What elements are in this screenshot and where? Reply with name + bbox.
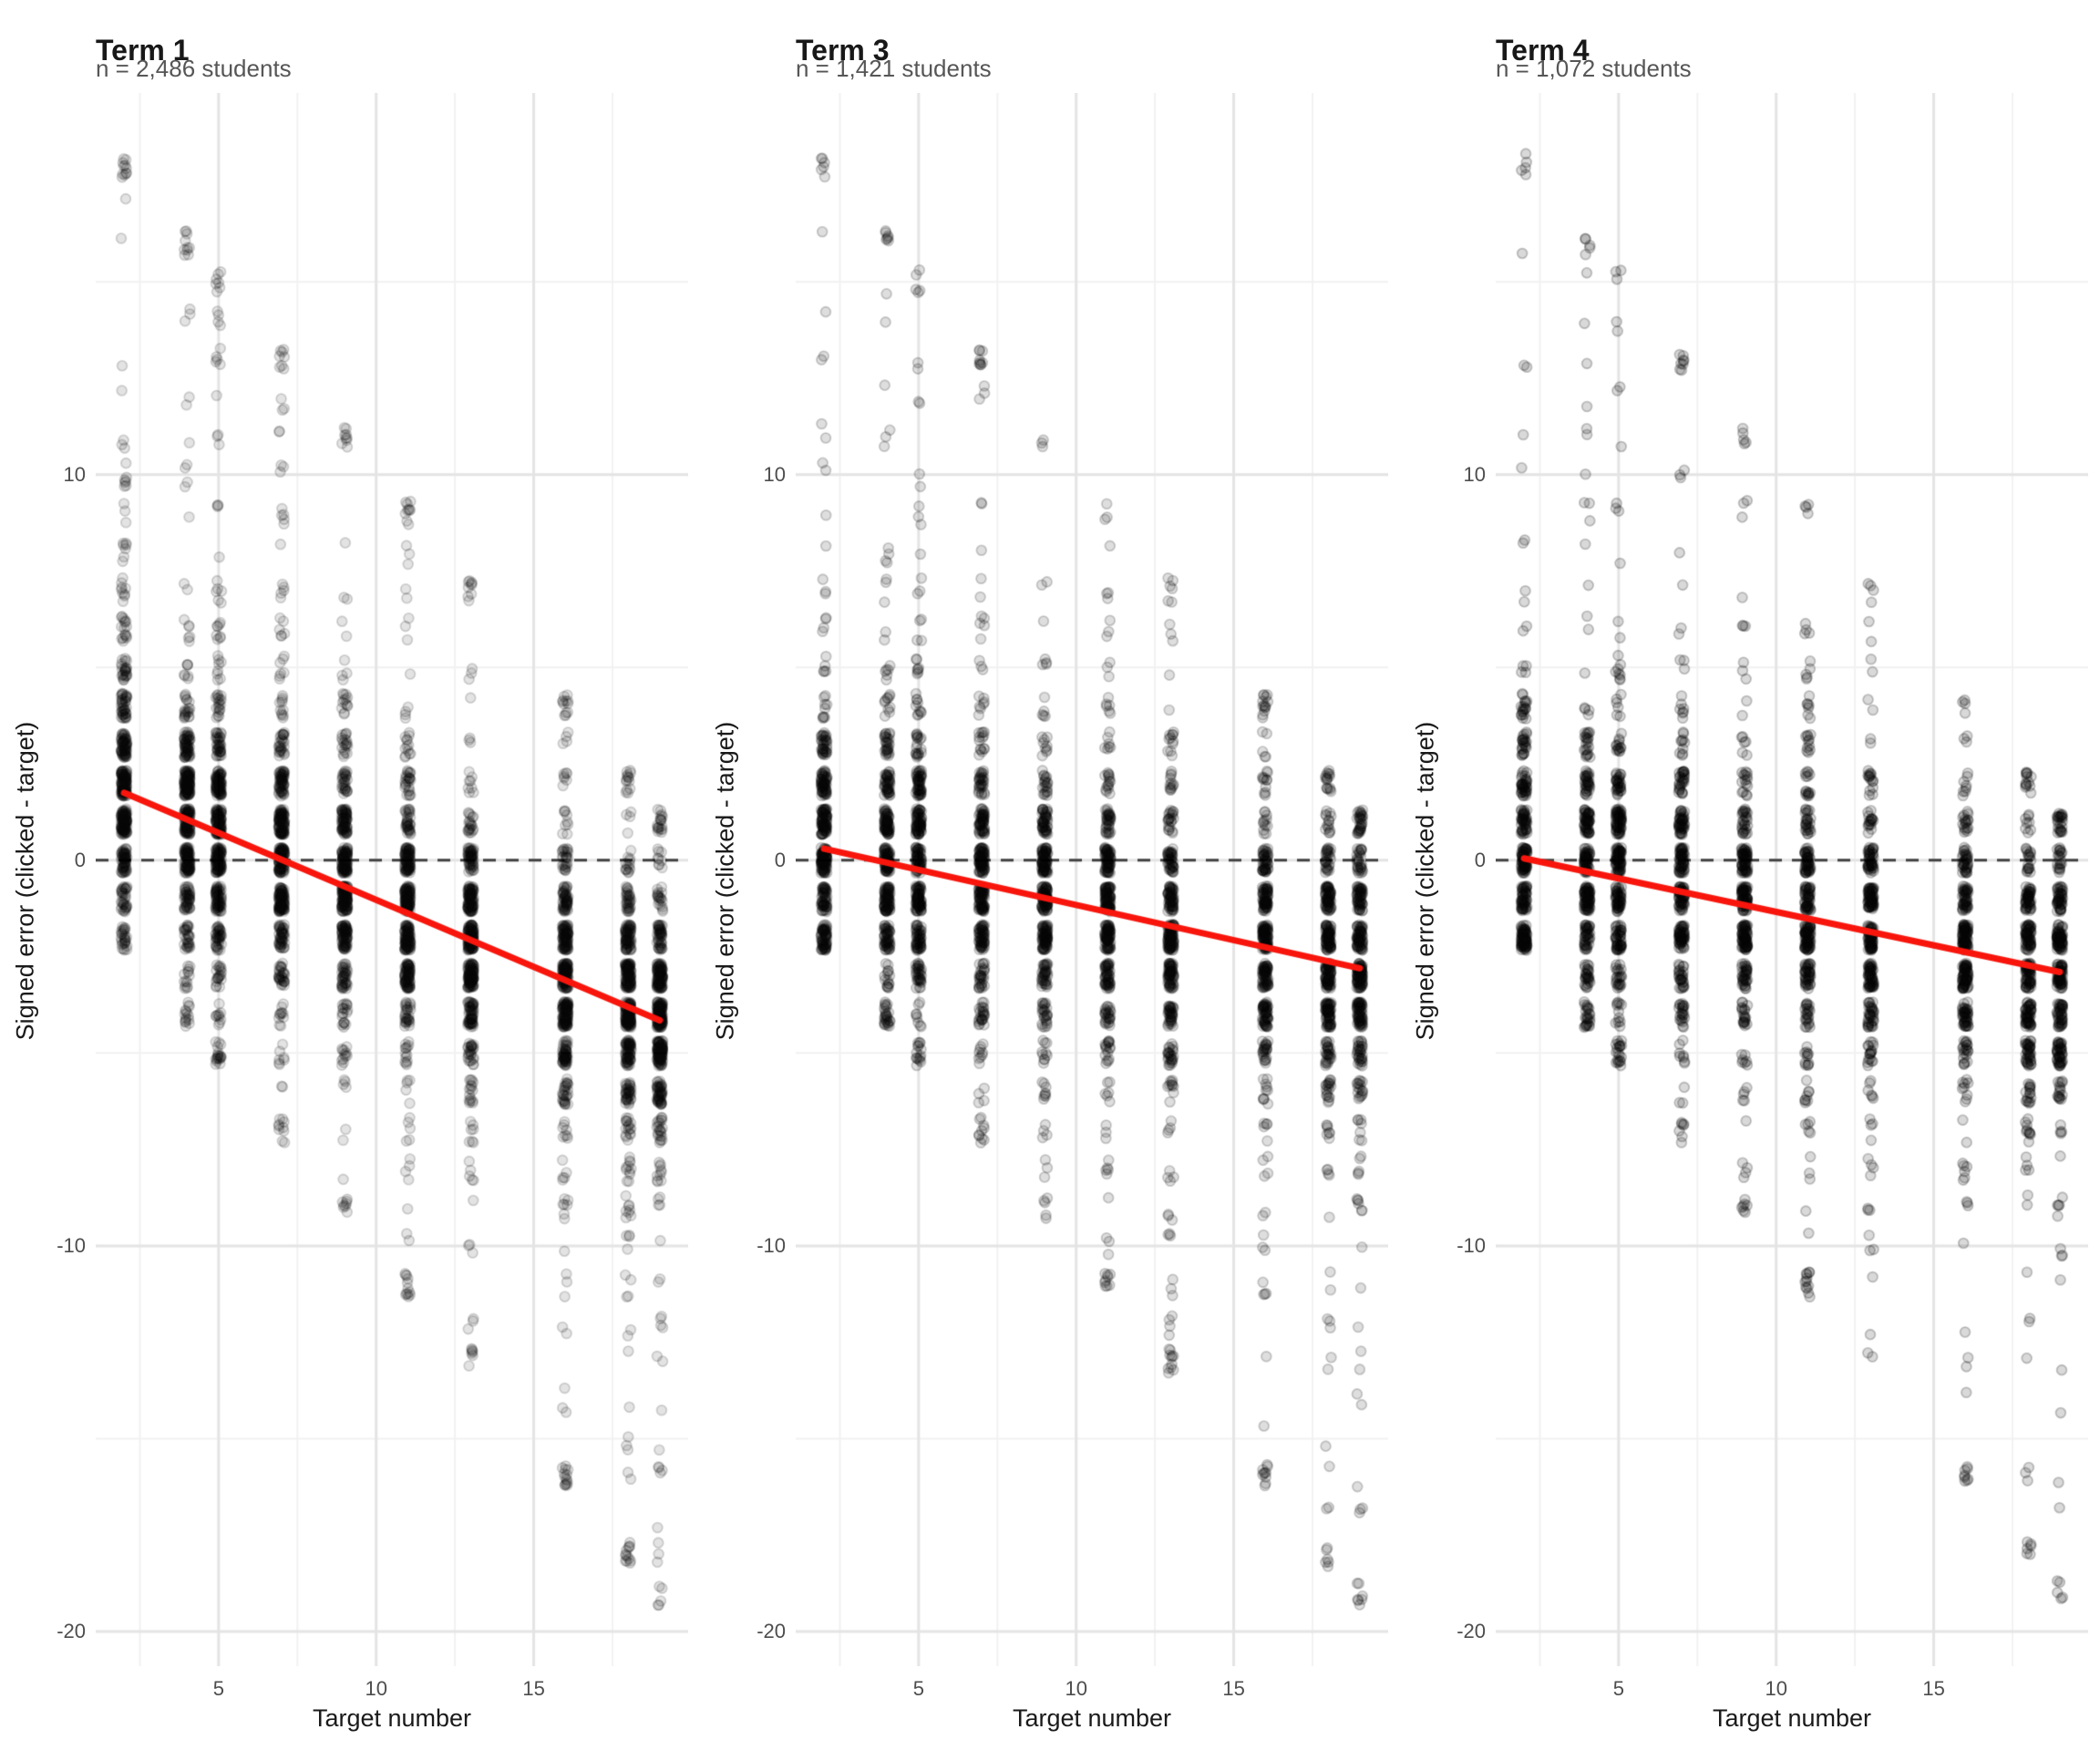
y-axis-title: Signed error (clicked - target) bbox=[11, 721, 39, 1041]
y-axis-title: Signed error (clicked - target) bbox=[1411, 721, 1439, 1041]
y-axis-tick-label: 0 bbox=[1474, 848, 1486, 871]
y-axis-tick-label: -20 bbox=[757, 1619, 786, 1642]
x-axis-tick-label: 10 bbox=[365, 1677, 387, 1700]
x-axis-tick-label: 15 bbox=[522, 1677, 545, 1700]
x-axis-tick-label: 10 bbox=[1765, 1677, 1787, 1700]
panel-subtitle: n = 1,421 students bbox=[796, 55, 992, 82]
x-axis-title: Target number bbox=[1012, 1704, 1172, 1732]
y-axis-tick-label: -10 bbox=[1457, 1233, 1486, 1257]
plot-area bbox=[796, 93, 1388, 1666]
y-axis-tick-label: -20 bbox=[1457, 1619, 1486, 1642]
panel-title: Term 1 bbox=[96, 33, 190, 67]
panel-term-1: Term 1 n = 2,486 students Signed error (… bbox=[0, 0, 700, 1750]
x-axis-tick-label: 15 bbox=[1922, 1677, 1945, 1700]
panel-subtitle: n = 1,072 students bbox=[1496, 55, 1692, 82]
x-axis-tick-label: 5 bbox=[1612, 1677, 1624, 1700]
y-axis-tick-label: 0 bbox=[74, 848, 86, 871]
x-axis-tick-label: 15 bbox=[1222, 1677, 1245, 1700]
scatter-canvas bbox=[1496, 93, 2088, 1666]
y-axis-tick-label: 10 bbox=[1463, 462, 1486, 486]
y-axis-tick-label: -10 bbox=[757, 1233, 786, 1257]
y-axis-title: Signed error (clicked - target) bbox=[711, 721, 739, 1041]
y-axis-tick-label: 10 bbox=[763, 462, 786, 486]
panel-title: Term 3 bbox=[796, 33, 890, 67]
panel-subtitle: n = 2,486 students bbox=[96, 55, 292, 82]
x-axis-tick-label: 10 bbox=[1065, 1677, 1087, 1700]
scatter-canvas bbox=[96, 93, 688, 1666]
x-axis-title: Target number bbox=[1712, 1704, 1872, 1732]
plot-area bbox=[1496, 93, 2088, 1666]
x-axis-title: Target number bbox=[312, 1704, 472, 1732]
x-axis-tick-label: 5 bbox=[912, 1677, 924, 1700]
panel-term-3: Term 3 n = 1,421 students Signed error (… bbox=[700, 0, 1400, 1750]
x-axis-tick-label: 5 bbox=[212, 1677, 224, 1700]
y-axis-tick-label: -10 bbox=[57, 1233, 86, 1257]
y-axis-tick-label: 10 bbox=[63, 462, 86, 486]
panel-title: Term 4 bbox=[1496, 33, 1590, 67]
panel-term-4: Term 4 n = 1,072 students Signed error (… bbox=[1400, 0, 2100, 1750]
plot-area bbox=[96, 93, 688, 1666]
y-axis-tick-label: 0 bbox=[774, 848, 786, 871]
y-axis-tick-label: -20 bbox=[57, 1619, 86, 1642]
scatter-canvas bbox=[796, 93, 1388, 1666]
